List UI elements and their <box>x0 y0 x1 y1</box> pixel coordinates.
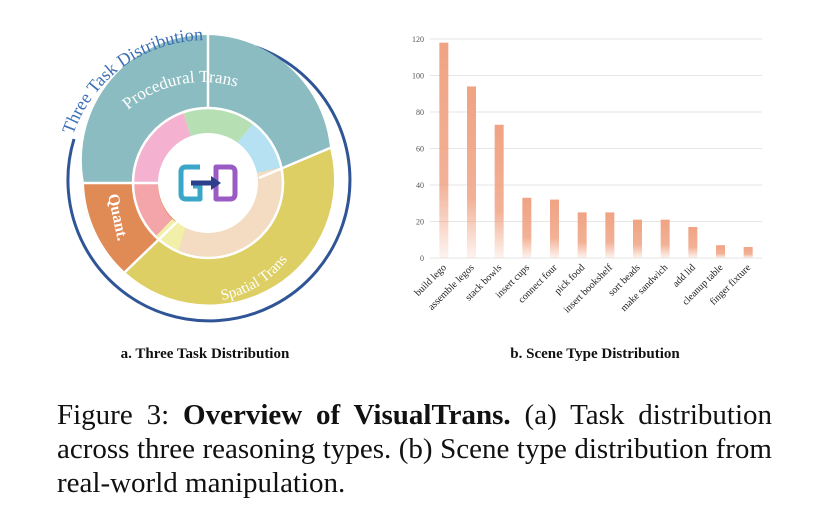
bar <box>743 247 753 258</box>
y-tick-label: 20 <box>416 218 424 227</box>
bar <box>494 124 504 259</box>
panel-a-subtitle: a. Three Task Distribution <box>121 346 290 362</box>
y-tick-label: 80 <box>416 108 424 117</box>
figure-caption: Figure 3: Overview of VisualTrans. (a) T… <box>57 398 772 500</box>
figure: Three Task Distribution Procedural Trans… <box>58 24 762 362</box>
bars <box>439 42 753 259</box>
bar <box>688 226 698 258</box>
bar <box>716 245 725 258</box>
bar <box>550 199 559 258</box>
y-tick-label: 40 <box>416 181 424 190</box>
segment-procedural <box>208 35 330 178</box>
grid <box>430 38 762 259</box>
y-tick-label: 120 <box>412 35 424 44</box>
bar <box>577 212 587 258</box>
task-sunburst: Three Task Distribution Procedural Trans… <box>58 24 352 362</box>
caption-label: Figure 3: <box>57 399 170 431</box>
inner-wedge-pink <box>132 111 191 183</box>
bar <box>522 197 532 258</box>
bar <box>633 219 642 258</box>
panel-b-subtitle: b. Scene Type Distribution <box>510 346 680 362</box>
bar <box>660 219 670 258</box>
y-tick-label: 100 <box>412 72 424 81</box>
y-tick-labels: 0 20 40 60 80 100 120 <box>412 35 424 263</box>
inner-wedge-blue <box>236 123 282 173</box>
caption-text: (a) Task distribution across three reaso… <box>57 399 773 499</box>
y-tick-label: 0 <box>420 254 424 263</box>
bar <box>467 86 476 258</box>
segment-procedural-left <box>81 34 208 184</box>
caption-title: Overview of VisualTrans. <box>183 399 511 431</box>
bar <box>605 212 615 258</box>
visualtrans-logo-icon <box>178 164 238 202</box>
y-tick-label: 60 <box>416 145 424 154</box>
inner-wedge-lightyellow <box>155 219 186 252</box>
inner-wedge-rose <box>132 183 172 237</box>
bar <box>439 42 449 259</box>
outer-arc <box>66 45 352 323</box>
